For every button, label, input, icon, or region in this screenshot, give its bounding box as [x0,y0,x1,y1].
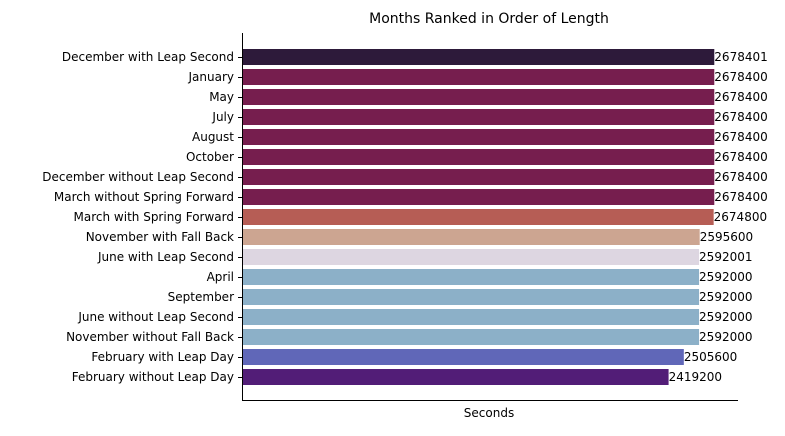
category-label: June without Leap Second [77,310,234,324]
x-axis-label: Seconds [464,406,514,420]
category-label: April [207,270,234,284]
category-label: February with Leap Day [91,350,234,364]
category-label: January [188,70,235,84]
category-label: May [209,90,234,104]
chart-title: Months Ranked in Order of Length [369,11,609,27]
bar [242,89,715,105]
value-label: 2595600 [700,230,753,244]
bar [242,329,700,345]
category-label: November without Fall Back [66,330,234,344]
value-label: 2678400 [714,150,767,164]
category-label: June with Leap Second [97,250,234,264]
value-label: 2678401 [714,50,767,64]
value-label: 2592000 [699,290,752,304]
bar [242,109,715,125]
value-label: 2678400 [714,190,767,204]
category-label: December without Leap Second [42,170,234,184]
bar [242,369,669,385]
value-label: 2678400 [714,70,767,84]
value-label: 2674800 [714,210,767,224]
value-label: 2505600 [684,350,737,364]
category-label: November with Fall Back [86,230,234,244]
value-labels-layer: 2678401 2678400 2678400 2678400 2678400 26784… [669,50,768,384]
bar [242,69,715,85]
bar [242,209,714,225]
category-label: February without Leap Day [72,370,234,384]
bar [242,229,700,245]
value-label: 2678400 [714,130,767,144]
bar [242,49,715,65]
bar [242,349,684,365]
value-label: 2592000 [699,310,752,324]
bar [242,289,700,305]
bar [242,309,700,325]
category-label: March without Spring Forward [54,190,234,204]
value-label: 2592000 [699,270,752,284]
category-labels-layer: December with Leap Second January May July A… [42,50,234,384]
bar [242,249,700,265]
bars-layer [242,49,715,385]
bar [242,129,715,145]
category-label: September [168,290,234,304]
bar [242,149,715,165]
category-label: October [186,150,234,164]
bar [242,169,715,185]
value-label: 2678400 [714,170,767,184]
value-label: 2592000 [699,330,752,344]
value-label: 2592001 [699,250,752,264]
category-label: August [192,130,234,144]
value-label: 2678400 [714,110,767,124]
value-label: 2419200 [669,370,722,384]
category-label: March with Spring Forward [74,210,234,224]
category-label: December with Leap Second [62,50,234,64]
bar [242,269,700,285]
value-label: 2678400 [714,90,767,104]
bar [242,189,715,205]
category-label: July [211,110,234,124]
y-ticks-layer [238,57,242,378]
